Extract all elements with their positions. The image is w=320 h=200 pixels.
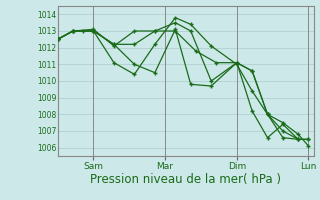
X-axis label: Pression niveau de la mer( hPa ): Pression niveau de la mer( hPa ) — [90, 173, 281, 186]
